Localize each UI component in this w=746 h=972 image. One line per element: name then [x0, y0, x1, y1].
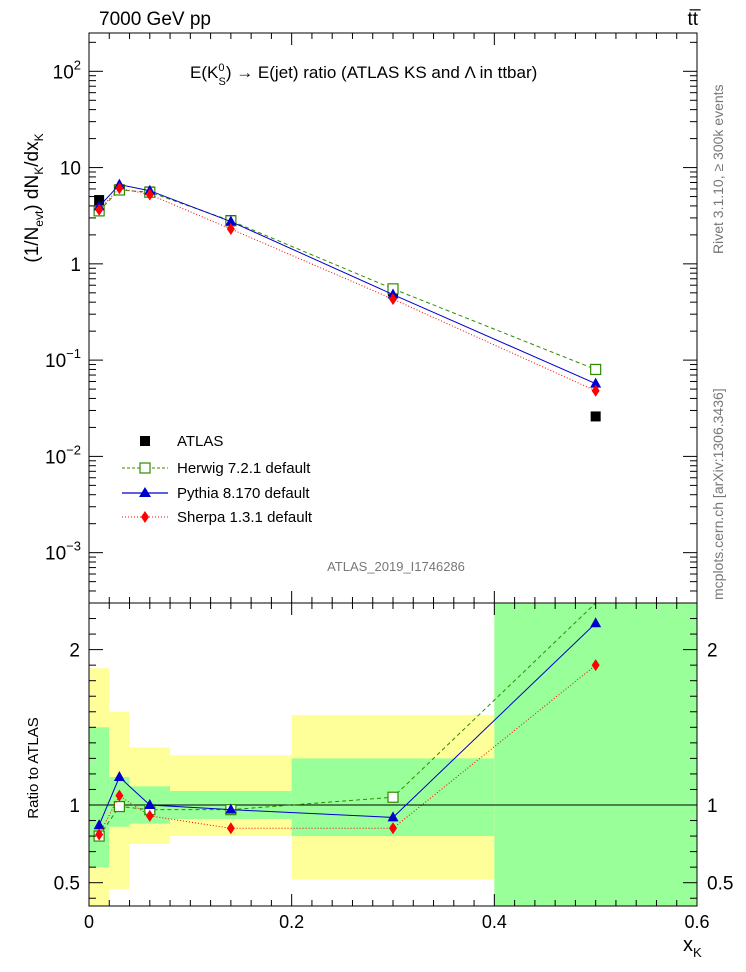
energy-label: 7000 GeV pp — [99, 9, 211, 30]
band-inner-0 — [89, 727, 110, 868]
y-tick-label: 1 — [70, 255, 81, 276]
y-tick-label: 10−3 — [45, 539, 81, 565]
point-pythia-3 — [225, 215, 237, 226]
ratio-tick-label-left: 0.5 — [54, 874, 80, 895]
legend-marker-atlas — [140, 436, 150, 446]
ratio-point-pythia-0 — [93, 819, 105, 830]
ratio-tick-label-left: 2 — [69, 641, 80, 662]
ratio-point-sherpa-3 — [226, 822, 235, 835]
ratio-point-pythia-2 — [144, 799, 156, 809]
x-tick-label: 0.4 — [482, 912, 507, 932]
ratio-point-sherpa-5 — [591, 659, 600, 672]
ratio-line-sherpa — [98, 664, 596, 835]
ratio-point-sherpa-1 — [115, 789, 124, 802]
ratio-point-pythia-3 — [225, 803, 237, 814]
series-atlas — [94, 184, 601, 422]
rivet-label: Rivet 3.1.10, ≥ 300k events — [710, 84, 726, 254]
point-atlas-5 — [590, 411, 601, 422]
x-tick-label: 0 — [84, 912, 94, 932]
point-sherpa-2 — [145, 188, 154, 201]
ratio-tick-label-right: 0.5 — [707, 874, 733, 895]
point-sherpa-1 — [115, 182, 124, 195]
legend: ATLAS Herwig 7.2.1 default Pythia 8.170 … — [122, 433, 313, 526]
ratio-point-sherpa-4 — [389, 822, 397, 835]
line-herwig — [98, 189, 596, 370]
line-pythia — [98, 184, 596, 385]
ratio-y-axis-label: Ratio to ATLAS — [25, 717, 42, 818]
band-inner-5 — [494, 603, 697, 906]
mcplots-label: mcplots.cern.ch [arXiv:1306.3436] — [710, 388, 726, 600]
title-sup: 0 — [218, 62, 224, 74]
x-axis-label: xK — [683, 934, 702, 960]
line-sherpa — [98, 187, 596, 392]
ratio-point-pythia-4 — [387, 811, 399, 822]
legend-label-sherpa: Sherpa 1.3.1 default — [177, 509, 313, 526]
legend-label-herwig: Herwig 7.2.1 default — [177, 460, 311, 477]
ratio-tick-label-right: 2 — [707, 641, 718, 662]
x-tick-label: 0.6 — [684, 912, 709, 932]
legend-marker-sherpa — [141, 511, 149, 523]
point-sherpa-5 — [591, 384, 600, 397]
point-sherpa-4 — [389, 293, 397, 306]
y-tick-label: 10 — [60, 159, 81, 180]
series-sherpa — [95, 182, 600, 841]
ratio-point-pythia-1 — [113, 771, 125, 782]
plot-title: E(K0 S) → E(jet) ratio (ATLAS KS and Λ in… — [190, 62, 537, 88]
title-pre: E(K — [190, 63, 219, 82]
point-herwig-5 — [590, 363, 602, 376]
ratio-line-pythia — [98, 622, 597, 826]
y-tick-label: 102 — [53, 57, 81, 83]
ratio-point-sherpa-2 — [145, 809, 154, 822]
title-post: ) → E(jet) ratio (ATLAS KS and Λ in ttba… — [226, 63, 537, 82]
x-tick-label: 0.2 — [279, 912, 304, 932]
process-label: tt̅ — [687, 9, 701, 30]
title-sub: S — [218, 76, 225, 88]
ratio-uncertainty-bands — [89, 603, 697, 906]
analysis-id: ATLAS_2019_I1746286 — [327, 559, 465, 574]
ratio-tick-label-left: 1 — [69, 796, 80, 817]
legend-label-pythia: Pythia 8.170 default — [177, 485, 310, 502]
point-sherpa-3 — [226, 223, 235, 236]
ratio-tick-label-right: 1 — [707, 796, 718, 817]
y-axis-label: (1/Nevt) dNK/dxK — [22, 133, 46, 262]
legend-marker-herwig — [139, 462, 151, 474]
ratio-point-pythia-5 — [590, 617, 602, 628]
ratio-point-herwig-1 — [113, 800, 126, 813]
legend-marker-pythia — [139, 487, 151, 497]
ratio-point-herwig-4 — [387, 791, 399, 803]
point-sherpa-0 — [95, 203, 104, 216]
point-pythia-5 — [590, 377, 602, 388]
point-atlas-0 — [94, 195, 105, 206]
y-tick-label: 10−2 — [45, 442, 81, 468]
legend-label-atlas: ATLAS — [177, 433, 223, 450]
ratio-point-sherpa-0 — [95, 828, 104, 841]
y-tick-label: 10−1 — [45, 346, 81, 372]
